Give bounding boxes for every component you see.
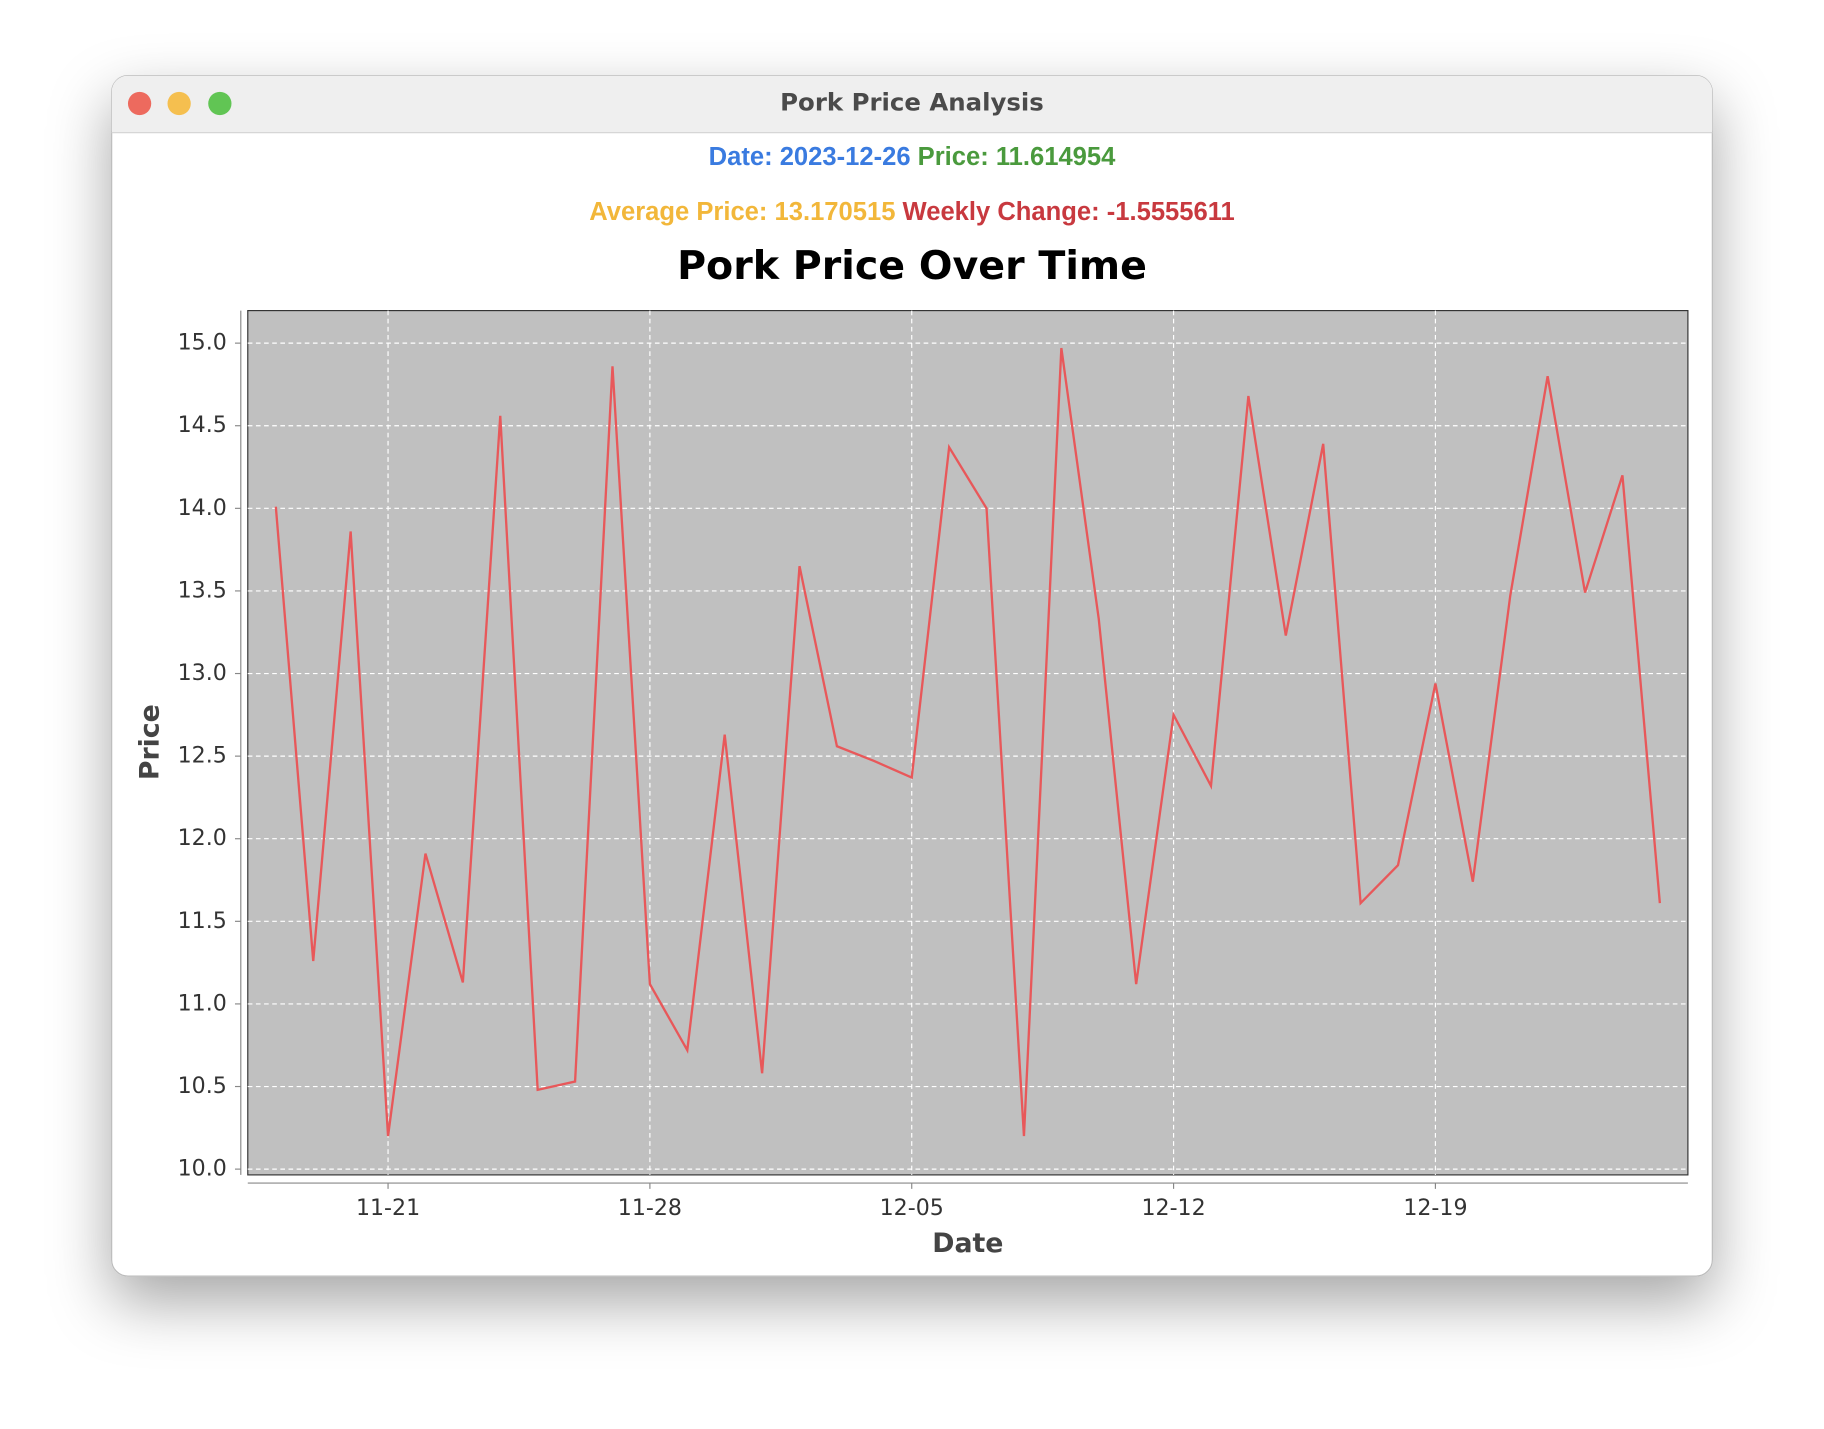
- y-axis-label: Price: [135, 704, 166, 780]
- y-tick-label: 15.0: [178, 330, 227, 356]
- chart-title: Pork Price Over Time: [677, 243, 1147, 289]
- zoom-button[interactable]: [208, 91, 232, 116]
- y-tick-label: 14.5: [178, 412, 227, 438]
- date-info: Date: 2023-12-26: [709, 143, 911, 171]
- weekly-change-info: Weekly Change: -1.5555611: [903, 198, 1235, 226]
- x-axis-label: Date: [932, 1228, 1003, 1259]
- average-info: Average Price: 13.170515: [589, 198, 895, 226]
- window-title: Pork Price Analysis: [780, 88, 1044, 117]
- x-tick-label: 11-28: [618, 1195, 682, 1221]
- plot-area: [247, 310, 1689, 1176]
- y-tick-label: 11.5: [178, 908, 227, 934]
- price-info: Price: 11.614954: [918, 143, 1116, 171]
- y-tick-label: 10.5: [178, 1073, 227, 1099]
- info-line-1: Date: 2023-12-26 Price: 11.614954: [709, 143, 1116, 171]
- x-tick-label: 11-21: [356, 1195, 420, 1221]
- y-tick-label: 12.5: [178, 743, 227, 769]
- x-tick-label: 12-19: [1403, 1195, 1467, 1221]
- y-tick-label: 14.0: [178, 495, 227, 521]
- close-button[interactable]: [127, 91, 152, 116]
- y-tick-label: 11.0: [178, 990, 227, 1016]
- minimize-button[interactable]: [167, 91, 191, 116]
- y-tick-label: 13.0: [178, 660, 227, 686]
- title-bar: [111, 75, 1713, 133]
- y-tick-label: 12.0: [178, 825, 227, 851]
- x-tick-label: 12-05: [880, 1195, 944, 1221]
- y-tick-label: 10.0: [178, 1156, 227, 1182]
- info-line-2: Average Price: 13.170515 Weekly Change: …: [589, 198, 1235, 226]
- y-tick-label: 13.5: [178, 577, 227, 603]
- price-line: [274, 347, 1662, 1137]
- x-tick-label: 12-12: [1141, 1195, 1205, 1221]
